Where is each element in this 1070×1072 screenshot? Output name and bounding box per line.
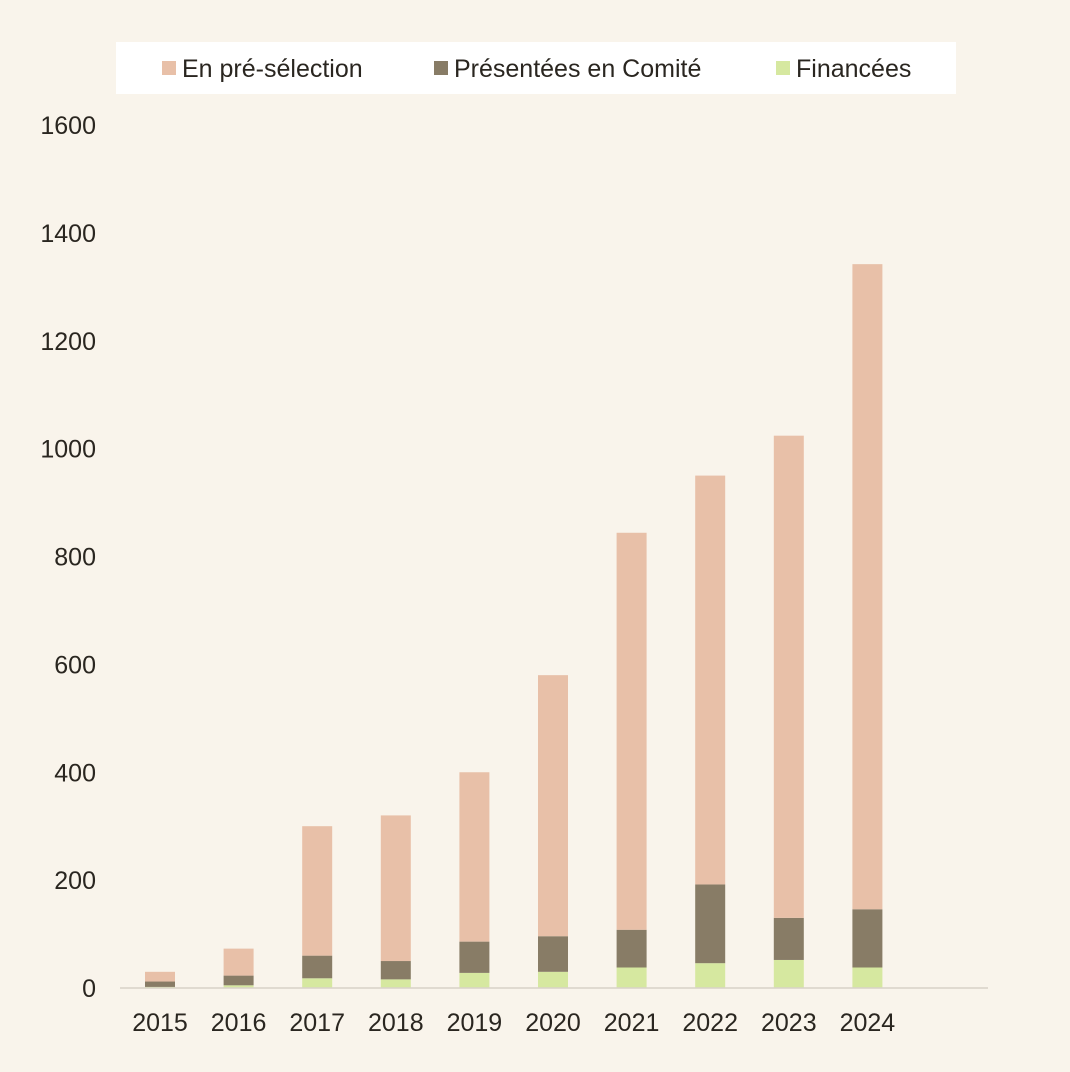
bar-segment-en-pre-selection: [145, 971, 175, 982]
x-tick-label: 2024: [840, 1009, 896, 1037]
x-tick-label: 2015: [132, 1009, 188, 1037]
bar-segment-presentees-en-comite: [852, 909, 883, 968]
legend-swatch: [434, 61, 448, 75]
bar-segment-presentees-en-comite: [145, 981, 175, 987]
x-tick-label: 2022: [682, 1009, 738, 1037]
bar-segment-en-pre-selection: [459, 772, 490, 942]
y-axis: 0 200 400 600 800 1000 1200 1400 1600: [40, 112, 96, 1003]
bar-segment-financees: [852, 967, 883, 988]
bar-segment-en-pre-selection: [223, 948, 254, 976]
bar-segment-presentees-en-comite: [616, 929, 647, 968]
bar-segment-presentees-en-comite: [538, 936, 568, 972]
bar-segment-presentees-en-comite: [302, 955, 333, 979]
bar-segment-en-pre-selection: [852, 264, 883, 910]
bar-segment-financees: [773, 959, 804, 988]
legend-label: Financées: [796, 55, 911, 83]
bar-segment-presentees-en-comite: [380, 961, 411, 980]
legend-label: Présentées en Comité: [454, 55, 701, 83]
legend: En pré-sélection Présentées en Comité Fina…: [162, 55, 911, 83]
y-tick-label: 200: [54, 867, 96, 895]
y-tick-label: 1600: [40, 112, 96, 140]
bar-segment-financees: [302, 978, 333, 988]
bar-segment-financees: [380, 979, 411, 988]
x-tick-label: 2016: [211, 1009, 267, 1037]
bar-segment-en-pre-selection: [695, 475, 726, 885]
bar-segment-en-pre-selection: [538, 675, 568, 937]
legend-swatch: [162, 61, 176, 75]
y-tick-label: 800: [54, 544, 96, 572]
x-tick-label: 2018: [368, 1009, 424, 1037]
y-tick-label: 1200: [40, 328, 96, 356]
y-tick-label: 1400: [40, 220, 96, 248]
bars: [145, 264, 883, 988]
bar-segment-en-pre-selection: [380, 815, 411, 962]
y-tick-label: 0: [82, 975, 96, 1003]
bar-segment-presentees-en-comite: [773, 917, 804, 960]
y-tick-label: 1000: [40, 436, 96, 464]
bar-segment-en-pre-selection: [302, 826, 333, 956]
legend-label: En pré-sélection: [182, 55, 363, 83]
bar-segment-financees: [459, 972, 490, 988]
x-tick-label: 2019: [447, 1009, 503, 1037]
x-tick-label: 2021: [604, 1009, 660, 1037]
bar-segment-en-pre-selection: [773, 435, 804, 918]
bar-segment-presentees-en-comite: [459, 941, 490, 973]
bar-segment-presentees-en-comite: [223, 975, 254, 986]
y-tick-label: 600: [54, 651, 96, 679]
legend-swatch: [776, 61, 790, 75]
x-tick-label: 2023: [761, 1009, 817, 1037]
bar-segment-financees: [538, 971, 568, 988]
x-axis: 2015 2016 2017 2018 2019 2020 2021 2022 2023 2024: [132, 1009, 895, 1037]
x-tick-label: 2017: [289, 1009, 345, 1037]
legend-box: [116, 42, 956, 94]
bar-segment-presentees-en-comite: [695, 884, 726, 964]
bar-segment-en-pre-selection: [616, 532, 647, 930]
bar-segment-financees: [695, 963, 726, 988]
bar-segment-financees: [223, 985, 254, 988]
y-tick-label: 400: [54, 759, 96, 787]
bar-segment-financees: [616, 967, 647, 988]
x-tick-label: 2020: [525, 1009, 581, 1037]
